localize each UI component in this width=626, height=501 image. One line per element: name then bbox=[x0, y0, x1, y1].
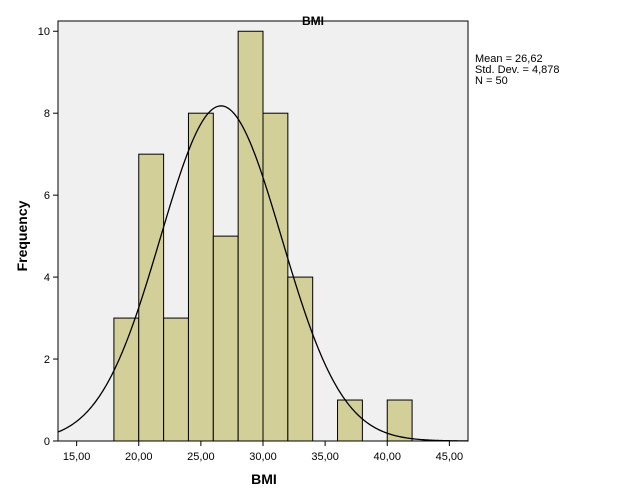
y-axis-title: Frequency bbox=[14, 200, 30, 271]
histogram-bar bbox=[237, 30, 264, 442]
normal-curve bbox=[57, 105, 469, 442]
histogram-bar bbox=[113, 317, 140, 442]
x-tick-label: 20,00 bbox=[125, 451, 153, 463]
x-axis: 15,00 20,00 25,00 30,00 35,00 40,00 45,00 bbox=[63, 441, 463, 463]
histogram-bar bbox=[138, 153, 165, 442]
x-tick-label: 25,00 bbox=[187, 451, 215, 463]
chart-title: BMI bbox=[302, 14, 324, 28]
histogram-bar bbox=[163, 317, 189, 442]
x-tick-label: 15,00 bbox=[63, 451, 91, 463]
y-tick-label: 2 bbox=[44, 354, 50, 366]
x-axis-title: BMI bbox=[251, 471, 277, 487]
y-tick-label: 6 bbox=[44, 190, 50, 202]
stats-mean: Mean = 26,62 bbox=[475, 53, 543, 65]
y-axis: 0 2 4 6 8 10 bbox=[38, 26, 58, 448]
x-tick-label: 40,00 bbox=[373, 451, 401, 463]
histogram-bar bbox=[187, 112, 214, 442]
x-tick-label: 35,00 bbox=[311, 451, 339, 463]
histogram-bar bbox=[262, 112, 289, 442]
y-tick-label: 4 bbox=[44, 272, 50, 284]
y-tick-label: 0 bbox=[44, 436, 50, 448]
y-tick-label: 8 bbox=[44, 108, 50, 120]
stats-std-dev: Std. Dev. = 4,878 bbox=[475, 64, 560, 76]
histogram-bar bbox=[212, 235, 239, 442]
histogram-bar bbox=[287, 276, 314, 442]
stats-n: N = 50 bbox=[475, 75, 508, 87]
x-tick-label: 30,00 bbox=[249, 451, 277, 463]
bars-group bbox=[113, 30, 413, 442]
x-tick-label: 45,00 bbox=[436, 451, 464, 463]
y-tick-label: 10 bbox=[38, 26, 50, 38]
